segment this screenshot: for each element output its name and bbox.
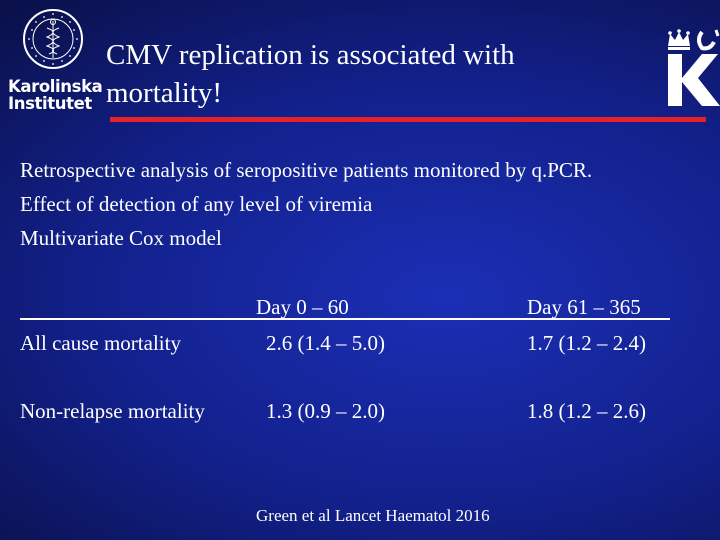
crown-k-logo-icon [668,29,720,106]
intro-line-3: Multivariate Cox model [20,226,222,250]
citation: Green et al Lancet Haematol 2016 [256,506,490,525]
intro-text: Retrospective analysis of seropositive p… [20,153,592,255]
title-line-1: CMV replication is associated with [106,39,515,71]
cell-all-cause-day-0-60: 2.6 (1.4 – 5.0) [266,331,385,355]
cell-non-relapse-day-61-365: 1.8 (1.2 – 2.6) [527,399,646,423]
karolinska-logo: Karolinska Institutet [8,8,103,116]
ki-seal-icon [23,9,83,69]
row-label-non-relapse: Non-relapse mortality [20,399,205,423]
logo-line-2: Institutet [8,94,92,113]
header-rule-left [20,318,255,320]
column-header-day-0-60: Day 0 – 60 [256,295,349,319]
header-rule-mid [255,318,410,320]
header-rule-right [410,318,670,320]
column-header-day-61-365: Day 61 – 365 [527,295,641,319]
title-line-2: mortality! [106,77,222,109]
cell-all-cause-day-61-365: 1.7 (1.2 – 2.4) [527,331,646,355]
title-underline [110,117,706,122]
row-label-all-cause: All cause mortality [20,331,181,355]
intro-line-1: Retrospective analysis of seropositive p… [20,158,593,182]
logo-line-1: Karolinska [8,77,103,96]
intro-line-2: Effect of detection of any level of vire… [20,192,373,216]
slide-title: CMV replication is associated with morta… [106,36,646,112]
cell-non-relapse-day-0-60: 1.3 (0.9 – 2.0) [266,399,385,423]
logo-wordmark: Karolinska Institutet [8,78,104,112]
